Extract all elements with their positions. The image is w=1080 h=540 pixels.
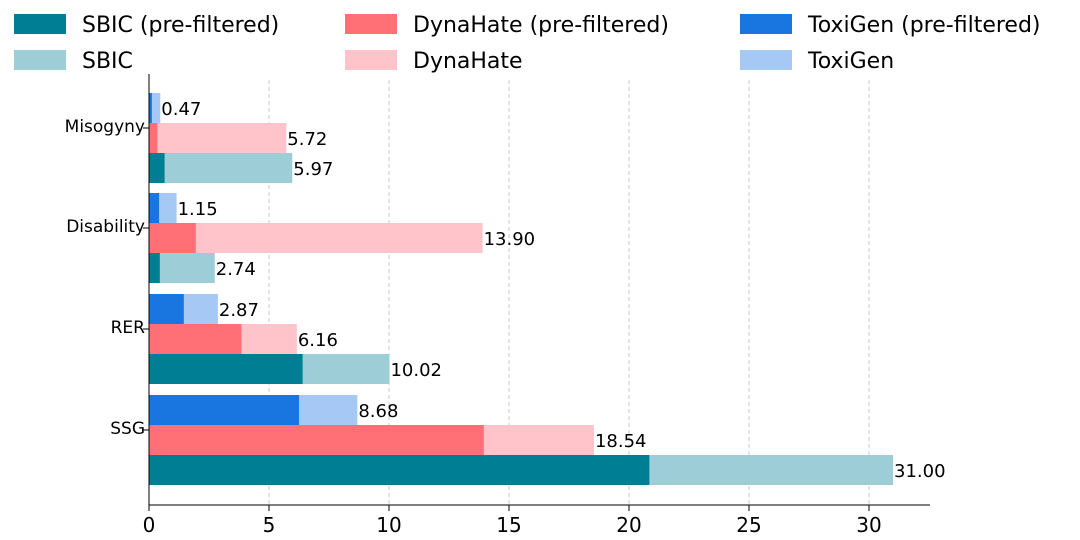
legend-label-sbic: SBIC bbox=[82, 49, 133, 74]
bar-value-label-sbic-rer: 10.02 bbox=[390, 360, 442, 381]
bar-value-label-dynahate-misogyny: 5.72 bbox=[287, 129, 327, 150]
legend-label-dynahate: DynaHate bbox=[413, 49, 523, 74]
legend-swatch-dynahate-pre-filtered bbox=[345, 14, 397, 34]
bar-value-label-dynahate-ssg: 18.54 bbox=[595, 431, 647, 452]
y-tick-label-disability: Disability bbox=[66, 217, 145, 237]
bar-prefiltered-sbic-disability bbox=[149, 253, 160, 283]
x-tick-label-15: 15 bbox=[496, 513, 521, 537]
bar-prefiltered-dynahate-ssg bbox=[149, 425, 484, 455]
bar-sbic-disability bbox=[149, 253, 215, 283]
bar-value-label-sbic-ssg: 31.00 bbox=[894, 461, 946, 482]
bar-prefiltered-toxigen-misogyny bbox=[149, 93, 152, 123]
legend-label-sbic-pre-filtered: SBIC (pre-filtered) bbox=[82, 13, 279, 38]
x-tick-label-25: 25 bbox=[736, 513, 761, 537]
x-tick-label-5: 5 bbox=[263, 513, 276, 537]
bar-prefiltered-toxigen-ssg bbox=[149, 395, 299, 425]
y-tick-label-rer: RER bbox=[111, 318, 146, 338]
bar-value-label-sbic-disability: 2.74 bbox=[216, 259, 256, 280]
x-tick-label-30: 30 bbox=[856, 513, 881, 537]
bar-value-label-toxigen-misogyny: 0.47 bbox=[161, 99, 201, 120]
bar-prefiltered-toxigen-disability bbox=[149, 193, 160, 223]
bar-value-label-dynahate-rer: 6.16 bbox=[298, 330, 338, 351]
legend-swatch-sbic-pre-filtered bbox=[14, 14, 66, 34]
bar-value-label-sbic-misogyny: 5.97 bbox=[293, 159, 333, 180]
x-tick-label-20: 20 bbox=[616, 513, 641, 537]
labels: Misogyny 5.97 5.72 0.47 Disability 2.74 13.90 1… bbox=[65, 99, 946, 482]
legend-label-dynahate-pre-filtered: DynaHate (pre-filtered) bbox=[413, 13, 669, 38]
bar-prefiltered-toxigen-rer bbox=[149, 294, 184, 324]
bar-dynahate-disability bbox=[149, 223, 483, 253]
legend-swatch-dynahate bbox=[345, 50, 397, 70]
x-tick-label-10: 10 bbox=[376, 513, 401, 537]
bar-prefiltered-dynahate-disability bbox=[149, 223, 196, 253]
x-tick-label-0: 0 bbox=[143, 513, 156, 537]
bar-dynahate-misogyny bbox=[149, 123, 287, 153]
bar-value-label-dynahate-disability: 13.90 bbox=[484, 229, 536, 250]
bar-prefiltered-sbic-ssg bbox=[149, 455, 650, 485]
legend: SBIC (pre-filtered) DynaHate (pre-filtere… bbox=[14, 13, 1041, 74]
bar-prefiltered-sbic-rer bbox=[149, 354, 303, 384]
y-tick-label-misogyny: Misogyny bbox=[65, 117, 145, 137]
bar-sbic-misogyny bbox=[149, 153, 293, 183]
bars bbox=[149, 93, 893, 485]
legend-label-toxigen-pre-filtered: ToxiGen (pre-filtered) bbox=[807, 13, 1041, 38]
legend-swatch-sbic bbox=[14, 50, 66, 70]
bar-value-label-toxigen-disability: 1.15 bbox=[178, 199, 218, 220]
bar-prefiltered-dynahate-misogyny bbox=[149, 123, 158, 153]
bar-prefiltered-dynahate-rer bbox=[149, 324, 242, 354]
grid-lines bbox=[268, 80, 870, 505]
bar-prefiltered-sbic-misogyny bbox=[149, 153, 165, 183]
y-tick-label-ssg: SSG bbox=[110, 419, 145, 439]
legend-swatch-toxigen bbox=[740, 50, 792, 70]
legend-label-toxigen: ToxiGen bbox=[807, 49, 894, 74]
bar-toxigen-misogyny bbox=[149, 93, 161, 123]
axes: 0 5 10 15 20 25 30 bbox=[143, 74, 930, 537]
bar-value-label-toxigen-rer: 2.87 bbox=[219, 300, 259, 321]
bar-value-label-toxigen-ssg: 8.68 bbox=[358, 401, 398, 422]
legend-swatch-toxigen-pre-filtered bbox=[740, 14, 792, 34]
